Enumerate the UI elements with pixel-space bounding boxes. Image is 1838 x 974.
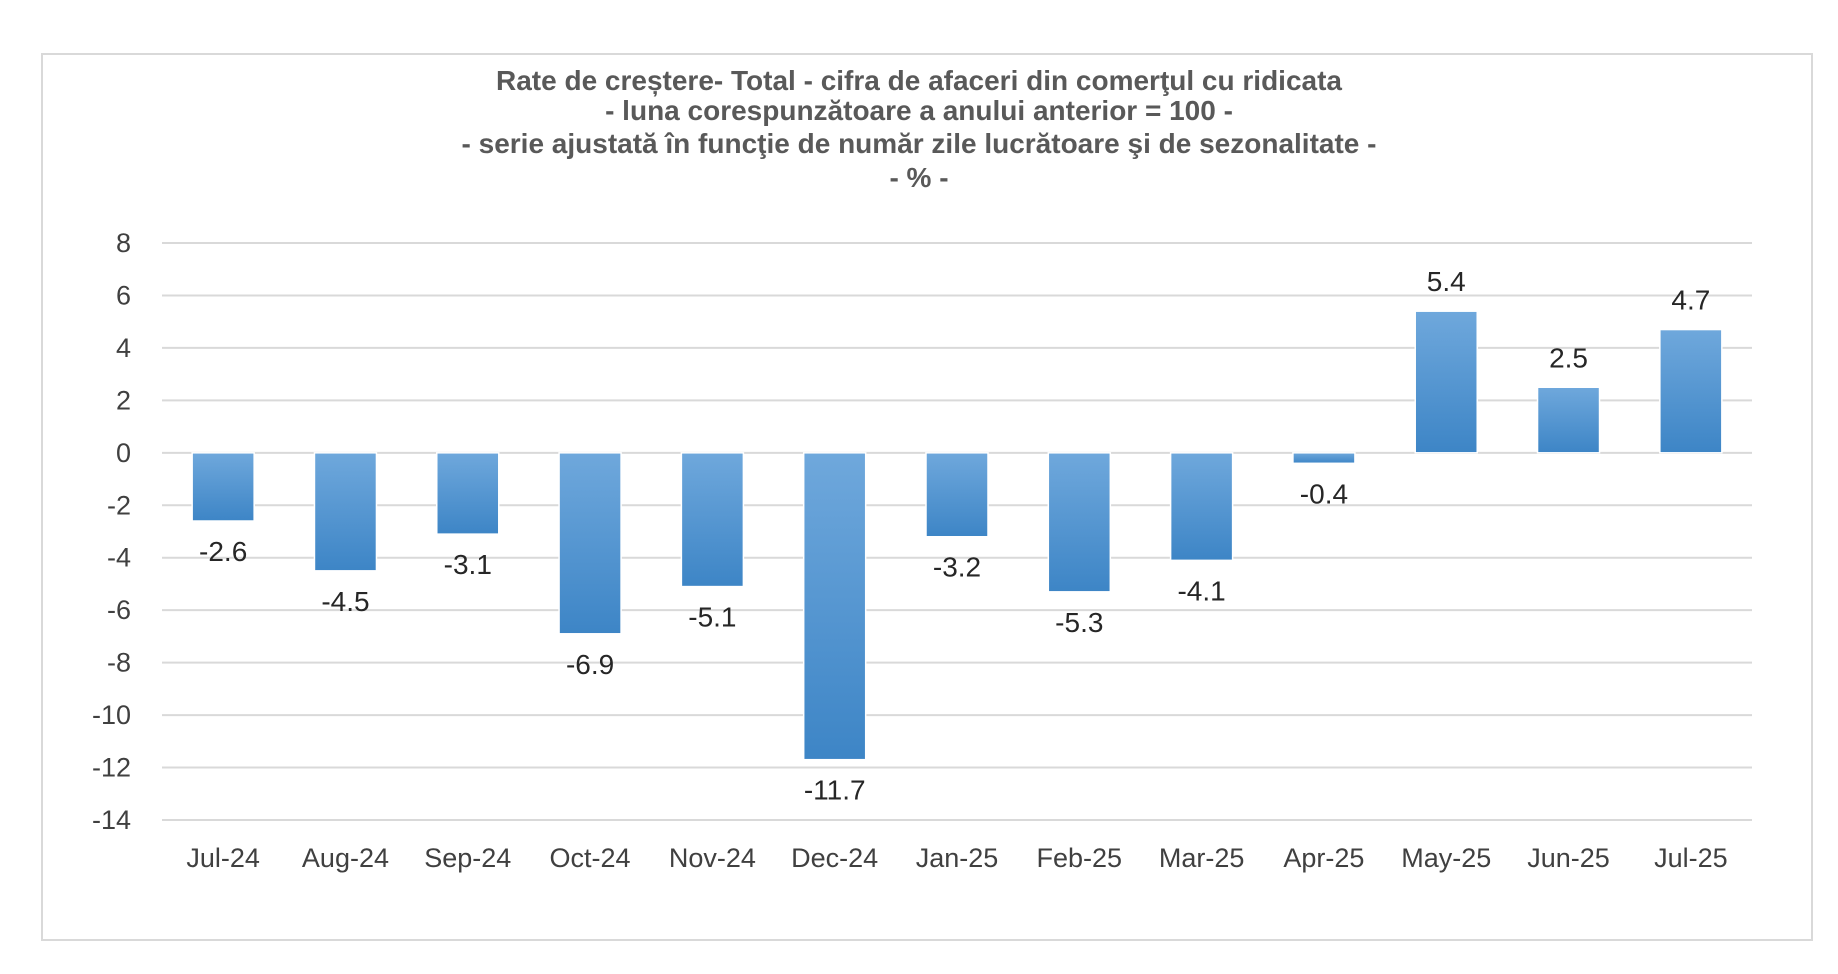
y-tick-label: -10 <box>92 700 131 730</box>
bar-may-25 <box>1414 310 1478 454</box>
x-tick-label: Jan-25 <box>916 843 999 873</box>
y-tick-label: 2 <box>116 385 131 415</box>
data-label: 2.5 <box>1549 342 1588 373</box>
y-tick-label: 4 <box>116 333 131 363</box>
bar-jan-25 <box>925 452 989 538</box>
x-tick-label: Oct-24 <box>550 843 631 873</box>
data-label: -4.1 <box>1177 575 1225 606</box>
x-axis: Jul-24 Aug-24 Sep-24 Oct-24 Nov-24 Dec-24 Jan-… <box>186 843 1727 873</box>
bar-sep-24 <box>436 452 500 535</box>
y-tick-label: 6 <box>116 280 131 310</box>
x-tick-label: Jul-25 <box>1654 843 1728 873</box>
title-line-2: - luna corespunzătoare a anului anterior… <box>605 95 1233 126</box>
y-axis: 8 6 4 2 0 -2 -4 -6 -8 -10 -12 -14 <box>92 228 131 835</box>
data-label: 4.7 <box>1671 285 1710 316</box>
x-tick-label: Jul-24 <box>186 843 260 873</box>
data-label: -3.2 <box>933 552 981 583</box>
bar-feb-25 <box>1047 452 1112 593</box>
data-label: -2.6 <box>199 536 247 567</box>
data-label: 5.4 <box>1427 266 1466 297</box>
y-tick-label: 0 <box>116 438 131 468</box>
x-tick-label: Apr-25 <box>1283 843 1364 873</box>
bars <box>191 310 1723 761</box>
bar-dec-24 <box>802 452 867 761</box>
data-label: -5.1 <box>688 602 736 633</box>
bar-mar-25 <box>1169 452 1234 562</box>
x-tick-label: Jun-25 <box>1527 843 1610 873</box>
x-tick-label: May-25 <box>1401 843 1491 873</box>
title-line-4: - % - <box>889 162 949 193</box>
bar-jul-24 <box>191 452 255 522</box>
y-tick-label: -14 <box>92 805 131 835</box>
bar-nov-24 <box>680 452 745 588</box>
y-tick-label: -6 <box>107 595 131 625</box>
bar-oct-24 <box>558 452 622 635</box>
x-tick-label: Mar-25 <box>1159 843 1245 873</box>
bar-jun-25 <box>1536 386 1601 454</box>
data-label: -0.4 <box>1300 478 1348 509</box>
data-labels: -2.6 -4.5 -3.1 -6.9 -5.1 -11.7 -3.2 -5.3 -4.1 -0.… <box>199 266 1710 805</box>
y-tick-label: -2 <box>107 490 131 520</box>
y-tick-label: -8 <box>107 648 131 678</box>
x-tick-label: Dec-24 <box>791 843 878 873</box>
data-label: -5.3 <box>1055 607 1103 638</box>
title-line-1: Rate de creștere- Total - cifra de aface… <box>496 65 1342 96</box>
x-tick-label: Aug-24 <box>302 843 389 873</box>
y-tick-label: -12 <box>92 753 131 783</box>
y-tick-label: 8 <box>116 228 131 258</box>
bar-jul-25 <box>1659 328 1723 454</box>
data-label: -3.1 <box>444 549 492 580</box>
y-tick-label: -4 <box>107 543 131 573</box>
bar-apr-25 <box>1292 452 1356 465</box>
x-tick-label: Sep-24 <box>424 843 511 873</box>
title-line-3: - serie ajustată în funcţie de număr zil… <box>461 128 1377 159</box>
x-tick-label: Nov-24 <box>669 843 756 873</box>
data-label: -4.5 <box>321 586 369 617</box>
data-label: -11.7 <box>804 775 866 806</box>
x-tick-label: Feb-25 <box>1037 843 1123 873</box>
bar-aug-24 <box>313 452 378 572</box>
data-label: -6.9 <box>566 649 614 680</box>
